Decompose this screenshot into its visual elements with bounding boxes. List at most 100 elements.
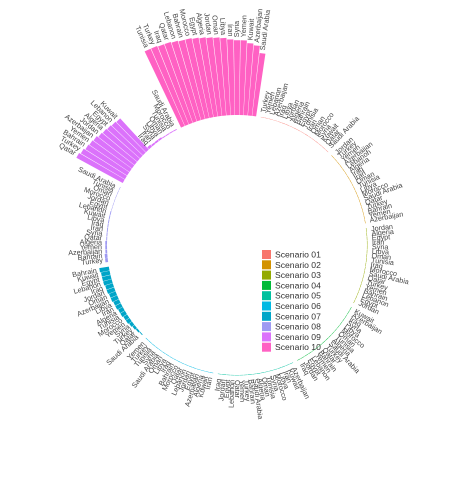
bar-scenario-07-iraq	[105, 283, 114, 290]
category-label: Iran	[372, 237, 385, 246]
legend-swatch	[262, 332, 271, 342]
legend-swatch	[262, 301, 271, 311]
bar-scenario-04-turkey	[321, 340, 326, 344]
category-label: Iraq	[90, 284, 105, 296]
bar-scenario-06-bahrain	[173, 358, 177, 361]
bar-scenario-07-morocco	[123, 314, 130, 321]
bar-scenario-03-iraq	[365, 262, 367, 267]
bar-scenario-03-lebanon	[356, 291, 359, 296]
bar-scenario-02-jordan	[331, 155, 335, 159]
bar-scenario-01-kuwait	[318, 143, 322, 147]
category-label: Libya	[218, 18, 228, 36]
bar-scenario-06-libya	[165, 353, 170, 357]
category-label: Iraq	[91, 218, 105, 229]
bar-scenario-10-bahrain	[178, 39, 205, 121]
legend-entry: Scenario 02	[275, 260, 321, 270]
bar-scenario-04-yemen	[311, 348, 316, 352]
bar-scenario-07-syria	[129, 321, 135, 327]
bar-scenario-10-turkey	[151, 45, 189, 126]
bar-scenario-03-oman	[366, 253, 368, 258]
legend-swatch	[262, 322, 271, 332]
category-label: Turkey	[259, 90, 272, 113]
category-label: Algeria	[255, 377, 268, 401]
category-label: Turkey	[81, 255, 104, 266]
legend-swatch	[262, 291, 271, 301]
bar-scenario-05-bahrain	[247, 374, 252, 375]
bar-scenario-05-oman	[260, 372, 265, 374]
bar-scenario-08-jordan	[112, 202, 114, 207]
bar-scenario-03-qatar	[362, 274, 364, 279]
category-label: Lebanon	[227, 380, 237, 408]
bar-scenario-07-azerbaijan	[110, 295, 119, 302]
legend-swatch	[262, 250, 271, 259]
bar-scenario-10-algeria	[199, 37, 218, 118]
category-label: Iran	[203, 376, 214, 390]
bar-scenario-10-iran	[227, 39, 235, 116]
bar-scenario-04-egypt	[304, 353, 309, 357]
category-label: Kuwait	[245, 18, 255, 40]
bar-scenario-03-egypt	[355, 295, 358, 300]
bar-scenario-08-yemen	[105, 245, 108, 250]
bar-scenario-06-azerbaijan	[196, 368, 201, 371]
bar-scenario-03-jordan	[365, 227, 367, 232]
bar-scenario-09-bahrain	[85, 144, 130, 176]
bar-scenario-01-lebanon	[269, 118, 273, 121]
bar-scenario-04-qatar	[318, 343, 322, 347]
category-label: Iraq	[213, 378, 224, 391]
bar-scenario-09-algeria	[102, 128, 140, 162]
category-label: Iraq	[276, 104, 289, 119]
bar-scenario-08-turkey	[105, 258, 109, 263]
category-label: Algeria	[371, 227, 394, 238]
bar-scenario-08-azerbaijan	[105, 249, 108, 254]
category-label: Bahrain	[246, 379, 257, 405]
bar-scenario-01-egypt	[297, 129, 301, 132]
bar-scenario-02-tunisia	[353, 186, 356, 191]
bar-scenario-08-kuwait	[108, 215, 111, 220]
bar-scenario-06-saudi-arabia	[158, 348, 163, 352]
legend-entry: Scenario 03	[275, 270, 321, 280]
bar-scenario-03-turkey	[361, 279, 363, 284]
bar-scenario-08-lebanon	[109, 210, 112, 216]
bar-scenario-06-iraq	[169, 356, 174, 359]
bar-scenario-04-morocco	[337, 324, 340, 329]
bar-scenario-05-iran	[281, 365, 286, 368]
category-label: Iran	[281, 369, 294, 384]
category-label: Jordan	[216, 379, 227, 402]
category-label: Bahrain	[71, 266, 97, 279]
category-label: Oman	[371, 251, 391, 262]
bar-scenario-08-bahrain	[104, 253, 108, 258]
category-label: Iran	[226, 24, 235, 37]
legend-swatch	[262, 270, 271, 280]
bar-scenario-04-jordan	[300, 356, 305, 359]
bar-scenario-07-qatar	[135, 328, 140, 333]
bar-scenario-03-morocco	[364, 266, 366, 271]
legend-entry: Scenario 08	[275, 322, 321, 332]
category-label: Kuwait	[83, 207, 106, 220]
bar-scenario-02-saudi-arabia	[358, 198, 361, 203]
category-label: Azerbaijan	[252, 8, 264, 43]
bar-scenario-07-saudi-arabia	[139, 331, 143, 336]
category-label: Libya	[87, 212, 106, 224]
legend-entry: Scenario 06	[275, 301, 321, 311]
category-label: Kuwait	[76, 270, 99, 283]
bar-scenario-06-turkey	[148, 340, 153, 344]
bar-scenario-09-syria	[154, 139, 159, 144]
bar-scenario-04-iraq	[297, 358, 301, 361]
category-label: Oman	[260, 376, 273, 397]
bar-scenario-03-iran	[366, 240, 368, 245]
bar-scenario-07-lebanon	[103, 279, 113, 286]
bar-scenario-02-azerbaijan	[364, 219, 366, 224]
category-label: Yemen	[80, 242, 102, 251]
bar-scenario-04-lebanon	[308, 351, 312, 355]
bar-scenario-06-syria	[155, 346, 159, 350]
category-label: Algeria	[80, 237, 103, 246]
bar-scenario-10-iraq	[157, 44, 193, 125]
bar-scenario-10-syria	[233, 40, 241, 116]
bar-scenario-01-turkey	[260, 116, 265, 118]
category-label: Iran	[90, 223, 103, 233]
bar-scenario-02-yemen	[363, 215, 365, 220]
bar-scenario-01-oman	[308, 135, 312, 139]
bar-scenario-05-azerbaijan	[289, 362, 294, 365]
bar-scenario-01-yemen	[264, 117, 269, 119]
bar-scenario-04-saudi-arabia	[325, 337, 329, 341]
